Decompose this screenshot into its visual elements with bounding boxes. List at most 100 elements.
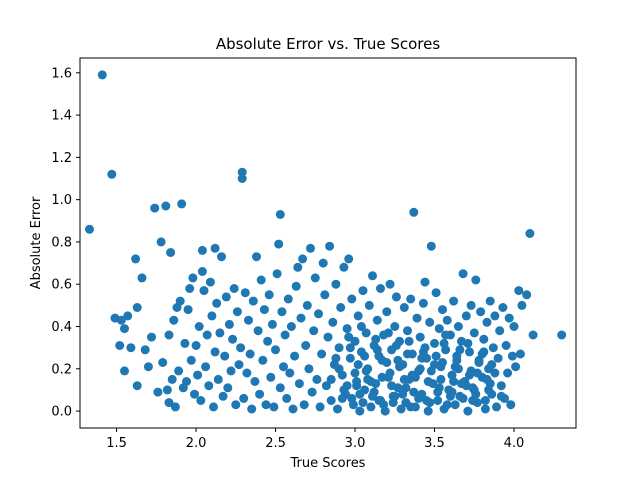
- x-tick-label: 2.5: [265, 436, 286, 451]
- data-point: [439, 338, 449, 348]
- data-point: [506, 400, 516, 410]
- data-point: [194, 322, 204, 331]
- data-point: [337, 393, 347, 403]
- y-axis-label: Absolute Error: [29, 196, 44, 289]
- data-point: [449, 377, 459, 386]
- x-tick-label: 3.0: [345, 436, 366, 451]
- y-tick-label: 1.2: [51, 151, 72, 166]
- data-point: [364, 300, 374, 310]
- data-point: [347, 294, 357, 304]
- data-point: [438, 305, 447, 315]
- data-point: [431, 351, 441, 361]
- data-point: [517, 300, 527, 310]
- data-point: [453, 322, 463, 331]
- data-point: [120, 324, 129, 334]
- y-tick-label: 0.8: [51, 235, 72, 250]
- data-point: [326, 374, 336, 384]
- data-point: [482, 317, 492, 327]
- data-point: [197, 267, 207, 276]
- data-point: [296, 313, 306, 323]
- data-point: [463, 338, 473, 348]
- data-point: [175, 296, 185, 306]
- data-point: [228, 334, 238, 344]
- data-point: [426, 241, 436, 251]
- data-point: [396, 404, 406, 414]
- data-point: [253, 326, 263, 336]
- data-point: [403, 326, 412, 336]
- data-point: [342, 324, 352, 334]
- data-point: [302, 300, 312, 310]
- data-point: [476, 307, 486, 317]
- data-point: [158, 358, 168, 367]
- data-point: [269, 402, 279, 412]
- data-point: [162, 385, 172, 395]
- data-point: [503, 368, 513, 378]
- data-point: [236, 343, 246, 353]
- data-point: [210, 243, 220, 253]
- data-point: [430, 360, 439, 370]
- data-point: [376, 396, 385, 405]
- data-point: [234, 360, 244, 370]
- data-point: [336, 303, 346, 312]
- data-point: [306, 243, 315, 253]
- data-point: [255, 389, 265, 399]
- data-point: [496, 391, 506, 401]
- data-point: [201, 362, 211, 372]
- data-point: [407, 370, 417, 380]
- data-point: [431, 288, 441, 298]
- data-point: [263, 336, 273, 346]
- data-point: [469, 328, 479, 338]
- data-point: [471, 275, 481, 285]
- data-point: [226, 366, 236, 376]
- data-point: [256, 275, 266, 285]
- x-axis-label: True Scores: [290, 456, 366, 471]
- data-point: [339, 262, 349, 272]
- data-point: [490, 311, 500, 321]
- data-point: [193, 370, 203, 380]
- data-point: [487, 360, 497, 370]
- data-point: [430, 338, 439, 348]
- data-point: [237, 174, 247, 183]
- data-point: [458, 269, 468, 279]
- data-point: [507, 351, 517, 361]
- data-point: [320, 290, 330, 300]
- data-point: [511, 362, 521, 372]
- data-point: [259, 305, 269, 315]
- data-point: [116, 315, 126, 325]
- data-point: [492, 402, 501, 412]
- data-point: [202, 330, 212, 340]
- data-point: [495, 326, 505, 336]
- y-tick-label: 1.0: [51, 193, 72, 208]
- data-point: [463, 406, 473, 416]
- data-point: [299, 400, 309, 410]
- data-point: [312, 374, 322, 384]
- data-point: [409, 207, 419, 217]
- data-point: [480, 396, 490, 405]
- data-point: [406, 294, 416, 304]
- data-point: [488, 343, 498, 353]
- x-tick-label: 2.0: [186, 436, 207, 451]
- data-point: [143, 362, 153, 372]
- data-point: [318, 258, 328, 268]
- data-point: [415, 364, 425, 374]
- data-point: [385, 368, 395, 378]
- data-point: [215, 328, 225, 338]
- data-point: [288, 404, 298, 414]
- data-point: [197, 245, 207, 255]
- data-point: [484, 385, 494, 395]
- data-point: [385, 279, 395, 289]
- data-point: [423, 406, 433, 416]
- data-point: [182, 377, 191, 386]
- data-point: [345, 343, 355, 353]
- data-point: [403, 349, 412, 359]
- data-point: [344, 332, 354, 342]
- data-point: [301, 341, 311, 350]
- data-point: [382, 307, 392, 317]
- data-point: [514, 286, 524, 296]
- y-tick-label: 0.4: [51, 320, 72, 335]
- data-point: [250, 377, 260, 386]
- data-point: [376, 284, 385, 293]
- data-point: [309, 326, 319, 336]
- data-point: [485, 296, 495, 306]
